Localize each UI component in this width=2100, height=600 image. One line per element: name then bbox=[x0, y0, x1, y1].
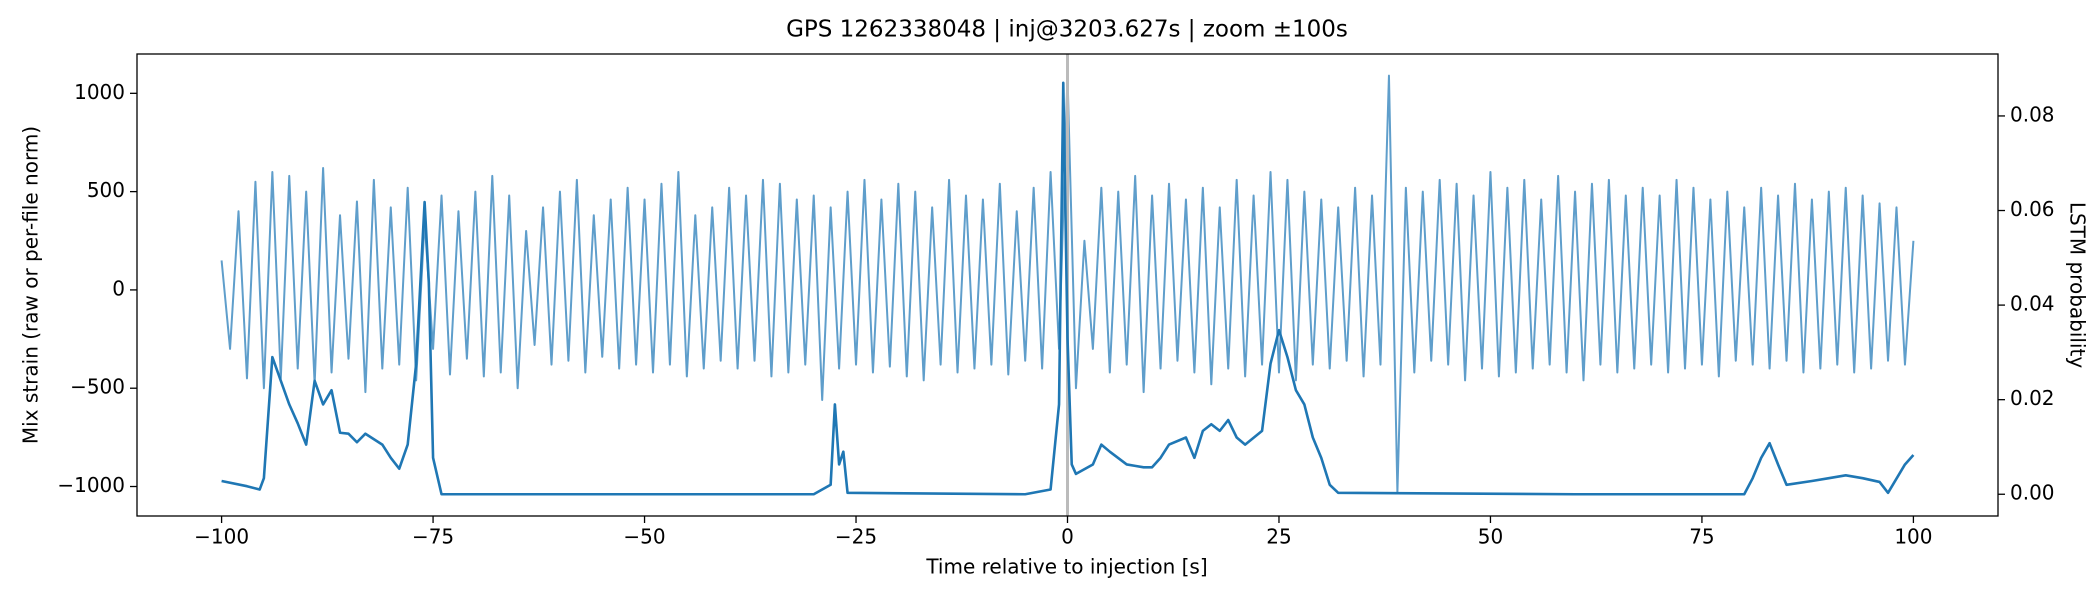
x-axis-label: Time relative to injection [s] bbox=[925, 555, 1207, 579]
y2-tick-label: 0.06 bbox=[2010, 197, 2055, 221]
x-tick-label: 100 bbox=[1894, 525, 1932, 549]
y-tick-label: 500 bbox=[87, 178, 125, 202]
y-axis-label: Mix strain (raw or per-file norm) bbox=[19, 126, 43, 444]
x-tick-label: −100 bbox=[194, 525, 249, 549]
x-tick-label: −50 bbox=[623, 525, 665, 549]
y2-tick-label: 0.04 bbox=[2010, 292, 2055, 316]
x-tick-label: 25 bbox=[1266, 525, 1291, 549]
y2-tick-label: 0.02 bbox=[2010, 386, 2055, 410]
y2-axis-label: LSTM probability bbox=[2066, 202, 2090, 369]
plot-frame bbox=[136, 53, 1999, 517]
probability-line bbox=[221, 81, 1915, 496]
y-tick-label: −500 bbox=[70, 375, 125, 399]
y-tick-label: −1000 bbox=[57, 473, 125, 497]
x-tick-label: 50 bbox=[1478, 525, 1503, 549]
chart-title: GPS 1262338048 | inj@3203.627s | zoom ±1… bbox=[786, 17, 1348, 43]
y2-tick-label: 0.08 bbox=[2010, 102, 2055, 126]
x-tick-label: 0 bbox=[1061, 525, 1074, 549]
y-tick-label: 1000 bbox=[74, 80, 125, 104]
y2-tick-label: 0.00 bbox=[2010, 481, 2055, 505]
x-tick-label: 75 bbox=[1689, 525, 1714, 549]
x-tick-label: −25 bbox=[835, 525, 877, 549]
y-tick-label: 0 bbox=[112, 276, 125, 300]
x-tick-label: −75 bbox=[412, 525, 454, 549]
